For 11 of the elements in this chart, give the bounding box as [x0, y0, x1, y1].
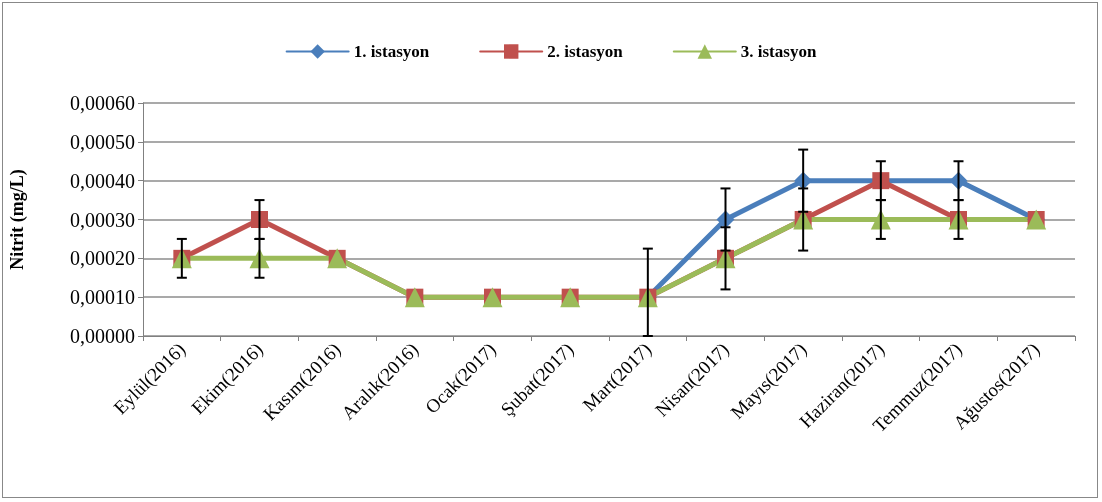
y-tick-label: 0,00010 — [70, 286, 135, 309]
y-tick-label: 0,00040 — [70, 169, 135, 192]
legend-label: 3. istasyon — [740, 42, 817, 61]
y-axis-title: Nitrit (mg/L) — [7, 169, 28, 270]
y-tick-label: 0,00030 — [70, 208, 135, 231]
y-tick-label: 0,00020 — [70, 247, 135, 270]
legend-label: 1. istasyon — [353, 42, 430, 61]
y-tick-label: 0,00000 — [70, 325, 135, 347]
y-tick-label: 0,00050 — [70, 130, 135, 153]
legend-label: 2. istasyon — [547, 42, 624, 61]
y-tick-label: 0,00060 — [70, 92, 135, 114]
